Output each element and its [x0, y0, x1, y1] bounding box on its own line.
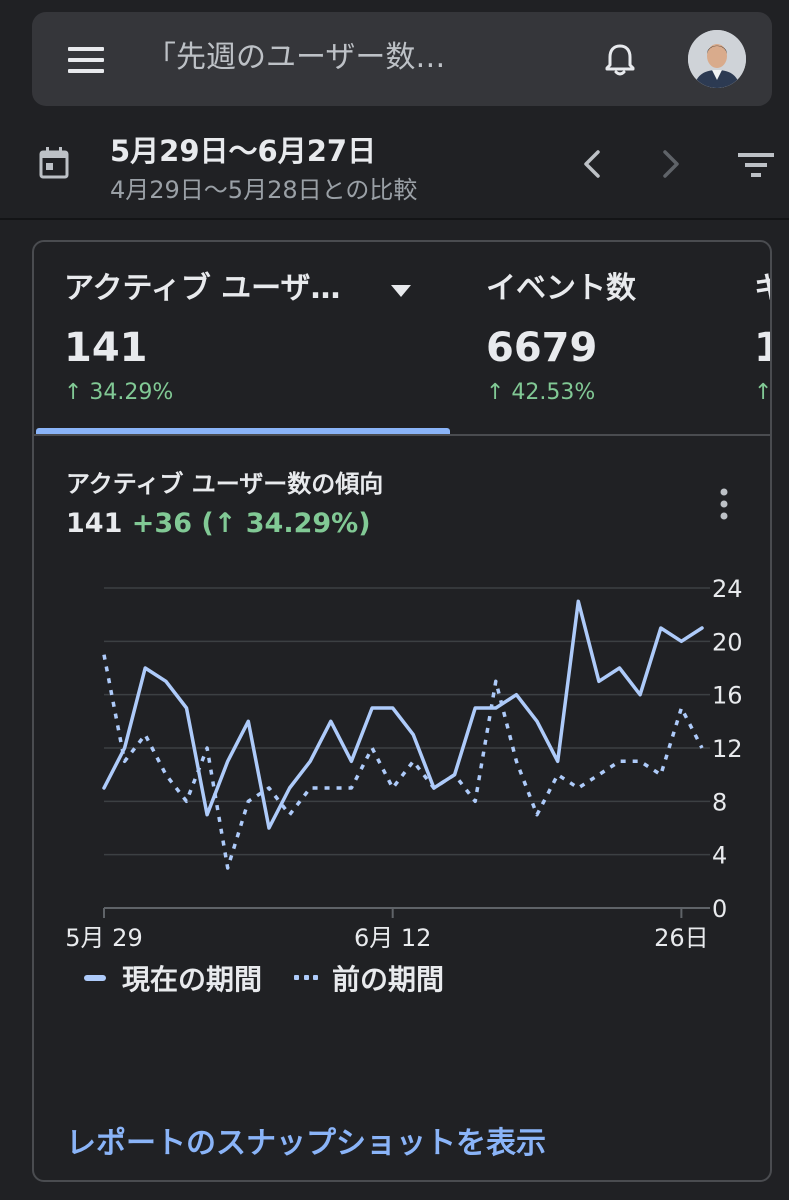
metric-title: イベント数: [486, 271, 636, 306]
y-tick-label: 8: [712, 788, 727, 816]
summary-delta: +36 (↑ 34.29%): [131, 508, 371, 539]
y-tick-label: 4: [712, 842, 727, 870]
comparison-range-label: 4月29日〜5月28日との比較: [110, 176, 418, 204]
y-tick-label: 16: [712, 682, 743, 710]
solid-line-swatch: [84, 975, 106, 981]
more-vert-icon[interactable]: [718, 486, 730, 522]
metric-tab-active-users[interactable]: アクティブ ユーザ… 141 ↑ 34.29%: [64, 268, 341, 405]
view-report-snapshot-link[interactable]: レポートのスナップショットを表示: [66, 1126, 546, 1161]
chevron-right-icon[interactable]: [655, 146, 685, 182]
metric-value: 1: [754, 324, 770, 372]
y-tick-label: 12: [712, 735, 743, 763]
x-tick-label: 26日: [654, 924, 709, 952]
legend-current-label: 現在の期間: [122, 963, 263, 996]
legend-current: 現在の期間: [84, 958, 262, 998]
metric-change: ↑ 34.29%: [64, 380, 174, 405]
metric-title: キ: [754, 268, 770, 310]
metric-change: ↑: [754, 380, 772, 405]
y-tick-label: 20: [712, 628, 743, 656]
trend-line-chart: 0 4 8 12 16 20 24 5月 29 6月 12 26日: [65, 575, 743, 952]
y-tick-label: 24: [712, 575, 743, 603]
notifications-bell-icon[interactable]: [600, 40, 640, 80]
x-tick-label: 6月 12: [354, 924, 431, 952]
header-divider: [0, 218, 789, 220]
metric-tab-event-count[interactable]: イベント数 6679 ↑ 42.53%: [486, 268, 636, 405]
chevron-left-icon[interactable]: [578, 146, 608, 182]
metric-value: 6679: [486, 325, 598, 371]
overview-card: アクティブ ユーザ… 141 ↑ 34.29% イベント数 6679 ↑ 42.…: [32, 240, 772, 1182]
dotted-line-swatch: [294, 975, 319, 981]
tab-divider: [34, 434, 770, 436]
tab-selected-indicator: [36, 428, 450, 434]
caret-down-icon[interactable]: [390, 284, 412, 298]
legend-previous-label: 前の期間: [332, 963, 445, 996]
series-line-previous: [102, 654, 704, 870]
filter-icon[interactable]: [736, 150, 776, 180]
menu-icon[interactable]: [68, 47, 104, 73]
x-tick-label: 5月 29: [65, 924, 142, 952]
search-bar[interactable]: 「先週のユーザー数」を…: [32, 12, 772, 106]
date-range-label[interactable]: 5月29日〜6月27日: [110, 134, 377, 168]
calendar-icon[interactable]: [38, 146, 70, 180]
metric-value: 141: [64, 325, 148, 371]
legend-previous: 前の期間: [294, 958, 444, 998]
series-line-current: [102, 599, 704, 830]
metric-change: ↑ 42.53%: [486, 380, 596, 405]
metric-title: アクティブ ユーザ…: [64, 271, 341, 306]
metric-tab-third[interactable]: キ 1 ↑: [754, 268, 772, 405]
y-tick-label: 0: [712, 895, 727, 923]
search-input[interactable]: 「先週のユーザー数」を…: [146, 40, 466, 75]
chart-title: アクティブ ユーザー数の傾向: [66, 470, 384, 498]
chart-legend: 現在の期間 前の期間: [84, 958, 476, 998]
date-range-bar: 5月29日〜6月27日 4月29日〜5月28日との比較: [0, 106, 789, 218]
chart-summary: 141 +36 (↑ 34.29%): [66, 508, 371, 539]
user-avatar[interactable]: [688, 30, 746, 88]
summary-total: 141: [66, 508, 123, 539]
